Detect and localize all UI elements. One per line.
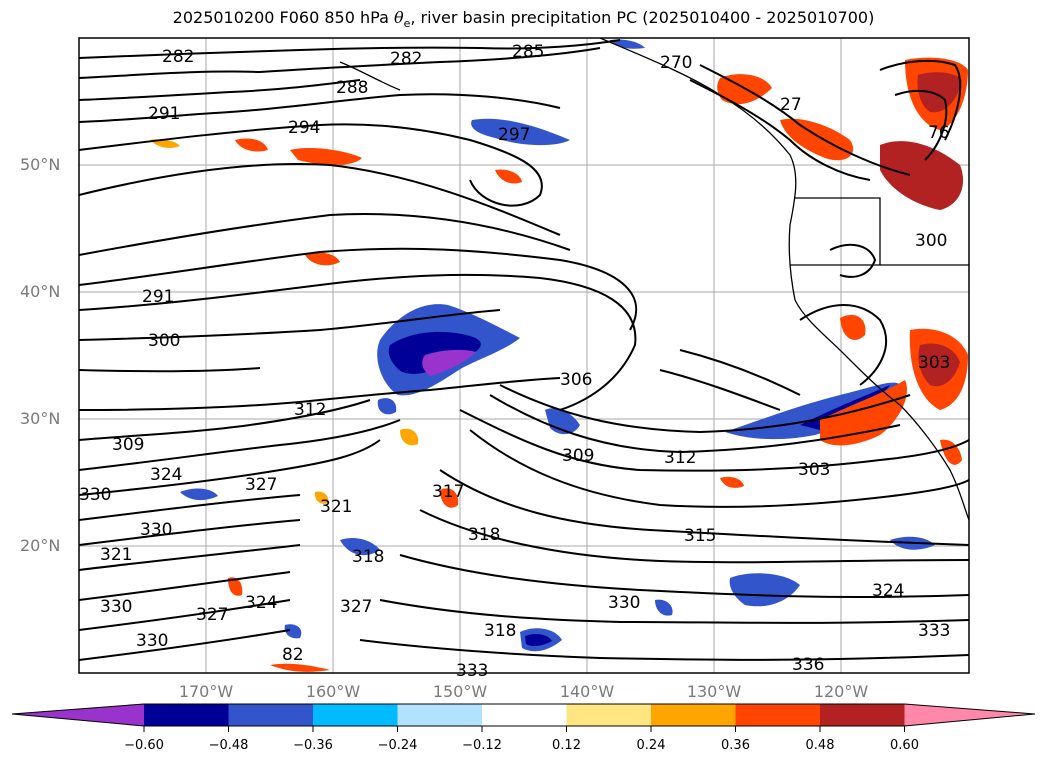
contour-label: 327: [196, 605, 228, 625]
colorbar-segment: [313, 704, 398, 726]
colorbar-segment: [228, 704, 313, 726]
colorbar-tick-label: 0.60: [890, 738, 919, 753]
contour-label: 330: [608, 593, 640, 613]
contour-label: 324: [150, 465, 182, 485]
lon-label: 150°W: [432, 682, 488, 701]
contour-label: 294: [288, 118, 320, 138]
contour-label: 333: [918, 621, 950, 641]
contour-label: 321: [320, 497, 352, 517]
contour-label: 318: [484, 621, 516, 641]
lat-label: 50°N: [20, 155, 61, 174]
contour-label: 270: [660, 53, 692, 73]
contour-label: 318: [352, 547, 384, 567]
contour-label: 297: [498, 125, 530, 145]
contour-label: 315: [684, 526, 716, 546]
contour-label: 327: [340, 597, 372, 617]
lon-label: 140°W: [559, 682, 615, 701]
contour-label: 291: [142, 287, 174, 307]
contour-label: 324: [245, 593, 277, 613]
colorbar-tick-label: 0.24: [636, 738, 666, 753]
contour-label: 330: [100, 597, 132, 617]
colorbar-segment: [397, 704, 482, 726]
contour-label: 317: [432, 482, 464, 502]
lon-label: 170°W: [178, 682, 234, 701]
contour-label: 330: [136, 631, 168, 651]
contour-label: 285: [512, 42, 544, 62]
colorbar-segment: [651, 704, 736, 726]
contour-label: 303: [798, 460, 830, 480]
contour-label: 309: [112, 435, 144, 455]
lon-label: 120°W: [813, 682, 869, 701]
contour-label: 291: [148, 104, 180, 124]
theta-e-contours: [79, 39, 969, 661]
contour-label: 312: [664, 448, 696, 468]
lat-label: 20°N: [20, 536, 61, 555]
contour-label: 312: [294, 400, 326, 420]
colorbar-tick-label: 0.36: [721, 738, 750, 753]
contour-label: 318: [468, 525, 500, 545]
contour-label: 309: [562, 446, 594, 466]
colorbar-segment: [144, 704, 229, 726]
contour-label: 324: [872, 581, 904, 601]
colorbar-segment: [482, 704, 567, 726]
contour-label: 282: [162, 47, 194, 67]
colorbar-tick-label: −0.60: [124, 738, 164, 753]
contour-label: 76: [928, 123, 950, 143]
contour-label: 333: [456, 661, 488, 681]
contour-label: 288: [336, 78, 368, 98]
colorbar-segment: [566, 704, 651, 726]
contour-label: 282: [390, 49, 422, 69]
colorbar-tick-label: −0.36: [293, 738, 333, 753]
negative-precip-shading: [180, 39, 935, 652]
colorbar-segment: [735, 704, 820, 726]
colorbar-tick-label: −0.12: [462, 738, 502, 753]
contour-label: 306: [560, 370, 592, 390]
contour-label: 327: [245, 475, 277, 495]
contour-label: 303: [918, 353, 950, 373]
lon-label: 130°W: [686, 682, 742, 701]
lat-label: 30°N: [20, 409, 61, 428]
lon-label: 160°W: [305, 682, 361, 701]
colorbar-tick-label: 0.12: [552, 738, 581, 753]
contour-label: 82: [282, 645, 304, 665]
colorbar: [11, 703, 1036, 732]
map-title: 2025010200 F060 850 hPa θe, river basin …: [172, 8, 875, 31]
contour-label: 321: [100, 545, 132, 565]
colorbar-segment: [12, 704, 144, 726]
contour-label: 330: [79, 485, 111, 505]
contour-label: 300: [148, 331, 180, 351]
contour-label: 330: [140, 520, 172, 540]
contour-labels: 282 282 285 288 291 294 297 270 27 76 30…: [79, 42, 950, 681]
contour-label: 27: [780, 95, 802, 115]
colorbar-segment: [904, 704, 1035, 726]
contour-label: 300: [915, 231, 947, 251]
lat-label: 40°N: [20, 282, 61, 301]
colorbar-segment: [820, 704, 905, 726]
contour-label: 336: [792, 655, 824, 675]
colorbar-tick-label: 0.48: [805, 738, 835, 753]
colorbar-tick-label: −0.48: [208, 738, 249, 753]
colorbar-tick-label: −0.24: [377, 738, 418, 753]
